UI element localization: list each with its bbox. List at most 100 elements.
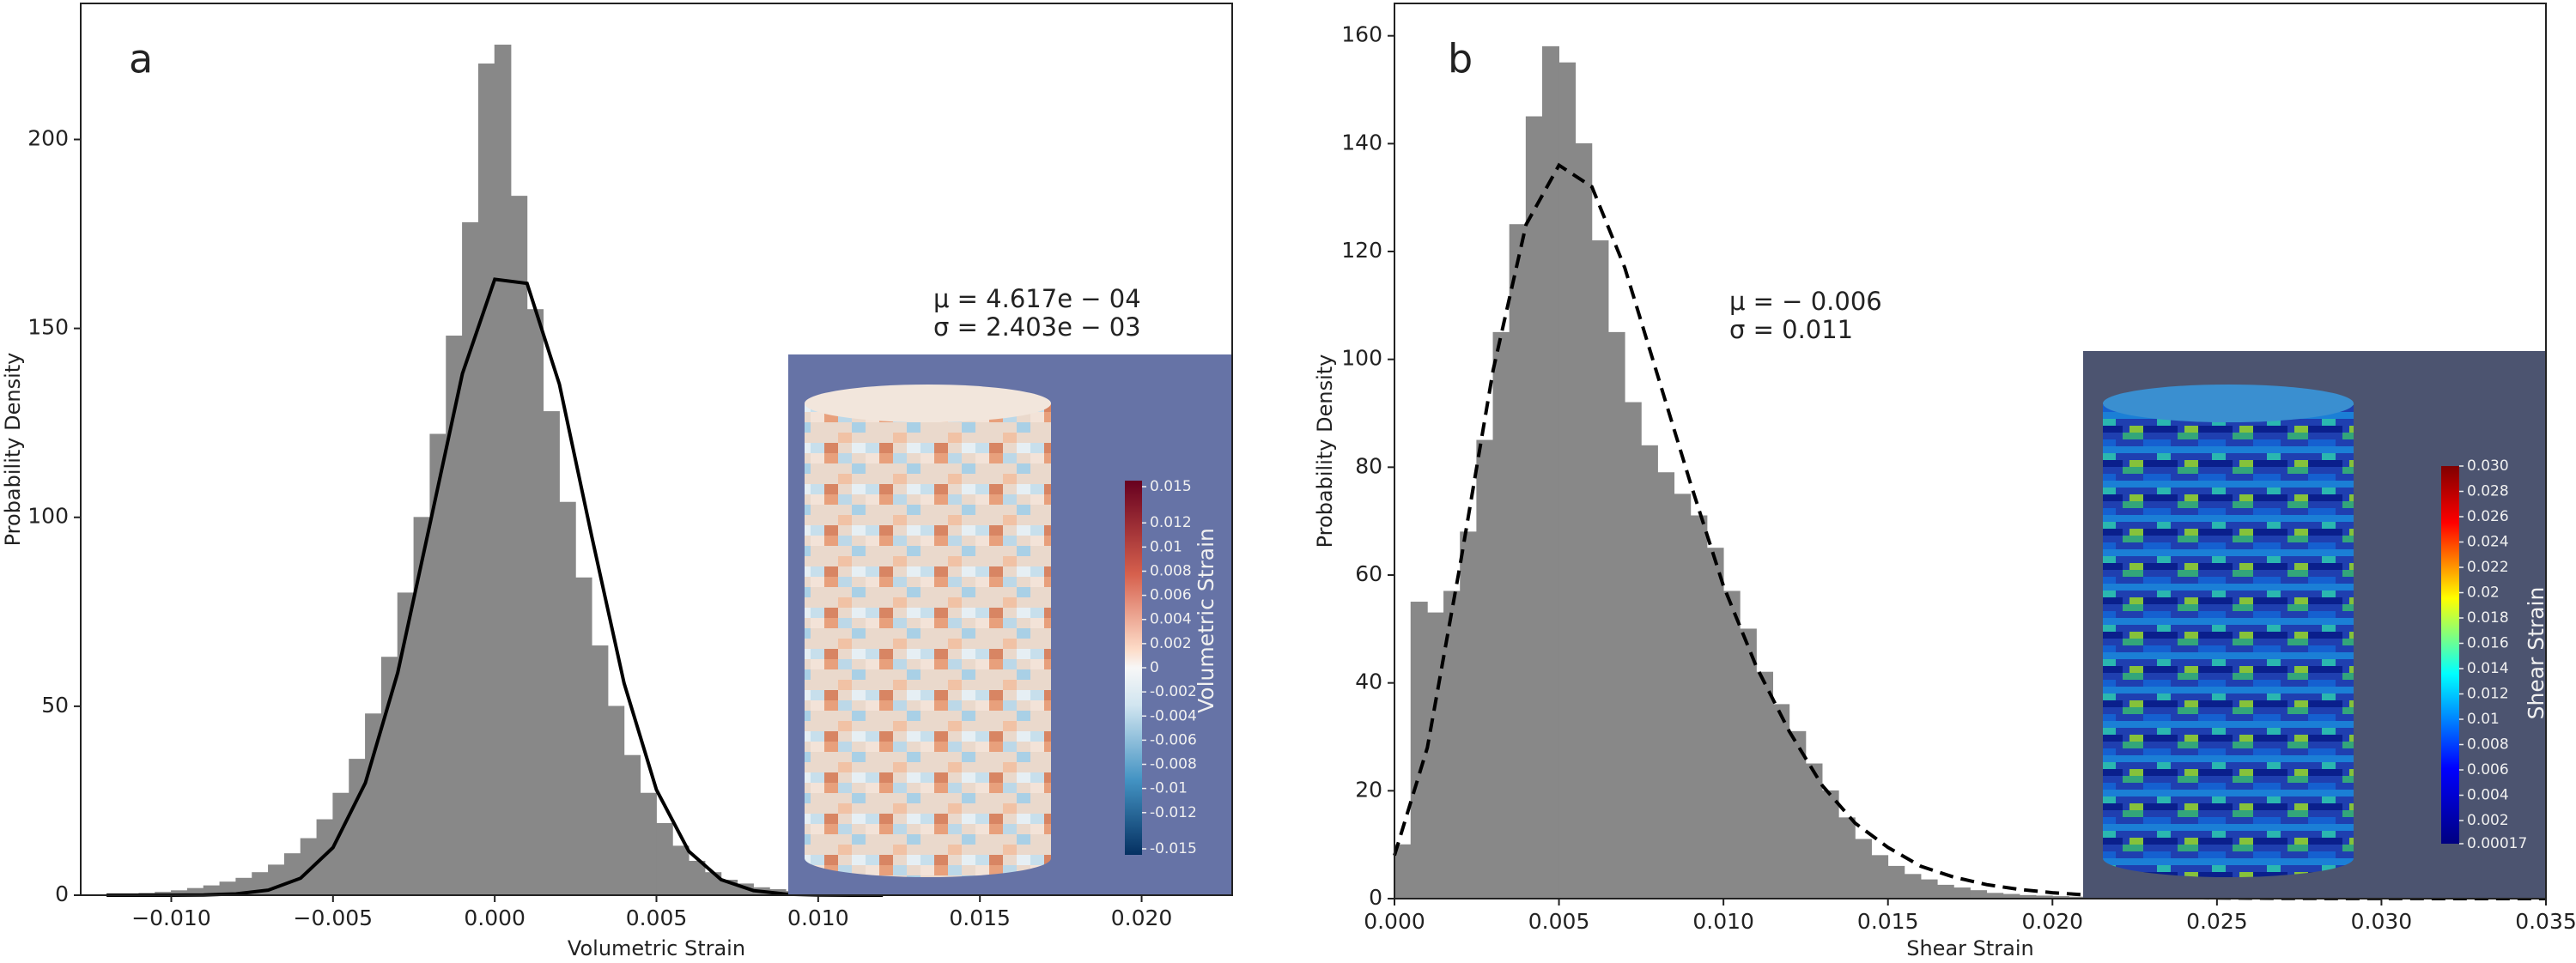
y-tick-label: 150 [27,315,69,340]
panel-label: a [129,36,153,82]
colorbar-tick-label: 0.016 [2467,635,2509,652]
histogram-bar [1838,817,1856,899]
colorbar-tick-label: 0.00017 [2467,835,2527,852]
colorbar-tick-label: 0.004 [1150,611,1192,628]
colorbar-tick-label: 0.014 [2467,660,2509,677]
panel-label: b [1448,36,1473,82]
colorbar-tick-label: -0.01 [1150,780,1188,797]
histogram-bar [1640,445,1658,899]
x-axis-label: Shear Strain [1906,936,2034,960]
histogram-bar [1936,884,1954,899]
histogram-bar [591,645,609,896]
colorbar-tick-label: -0.004 [1150,707,1197,724]
y-tick-label: 160 [1341,22,1382,47]
histogram-bar [1476,439,1494,899]
colorbar-tick-label: -0.006 [1150,731,1197,748]
x-tick-label: 0.035 [2515,909,2576,934]
histogram-bar [1722,591,1741,899]
histogram-bar [380,657,398,896]
colorbar-tick-label: 0.01 [2467,711,2500,728]
y-tick-label: 20 [1355,777,1382,802]
chart-panel: 0.0300.0280.0260.0240.0220.020.0180.0160… [1313,3,2576,960]
colorbar-tick-label: 0.024 [2467,534,2509,551]
colorbar-tick-label: 0.004 [2467,787,2509,804]
colorbar-tick-label: 0.008 [2467,736,2509,754]
x-tick-label: −0.005 [294,905,374,930]
x-axis-label: Volumetric Strain [568,936,745,960]
histogram-bar [1426,612,1444,899]
histogram-bar [1575,142,1593,899]
plot-frame [1394,3,2547,899]
fit-curve [106,277,884,897]
x-tick-label: 0.005 [626,905,688,930]
histogram-bar [671,845,690,896]
histogram-bar [1772,704,1790,899]
cylinder-top [2103,385,2354,422]
histogram-bar [688,860,706,896]
histogram-bar [477,64,495,896]
y-tick-label: 120 [1341,238,1382,263]
histogram-bar [1756,671,1774,899]
histogram-bar [446,336,463,896]
x-tick-label: 0.015 [1857,909,1919,934]
histogram-bar [349,759,366,896]
x-tick-label: 0.020 [1111,905,1173,930]
x-tick-label: 0.000 [464,905,526,930]
x-tick-label: 0.010 [787,905,849,930]
chart-panel: 0.015 0.012 0.01 0.008 0.006 0.004 0.002 0 -0.00… [1,3,1233,960]
y-tick-label: 60 [1355,561,1382,586]
annotation: μ = 4.617e − 04 [933,284,1141,313]
histogram-bar [607,706,625,896]
histogram-bar [1805,763,1823,899]
x-tick-label: 0.000 [1364,909,1425,934]
x-tick-label: 0.020 [2021,909,2083,934]
histogram-bar [1706,548,1724,899]
histogram-bar [1657,472,1675,899]
colorbar-tick-label: 0.006 [1150,587,1192,604]
colorbar-tick-label: -0.002 [1150,683,1197,700]
histogram-bar [623,754,641,896]
colorbar-tick-label: 0.015 [1150,478,1192,495]
y-tick-label: 200 [27,125,69,150]
colorbar-tick-label: 0.02 [2467,584,2500,602]
histogram-bar [1624,402,1642,899]
colorbar-tick-label: 0.018 [2467,609,2509,627]
colorbar-tick-label: 0.01 [1150,538,1182,555]
colorbar-tick-label: -0.012 [1150,804,1197,821]
x-tick-label: 0.015 [949,905,1011,930]
histogram-bar [656,822,673,896]
colorbar-tick-label: 0.002 [1150,635,1192,652]
y-tick-label: 40 [1355,669,1382,694]
histogram-bar [1871,855,1889,899]
colorbar-tick-label: 0.008 [1150,562,1192,579]
histogram-bar [1953,887,1971,899]
histogram-bar [559,501,576,896]
x-tick-label: 0.005 [1528,909,1590,934]
histogram-bar [1674,494,1692,899]
histogram-bar [413,517,431,896]
histogram-bar [1854,839,1872,899]
colorbar-tick-label: 0.006 [2467,761,2509,778]
colorbar-tick-label: -0.015 [1150,840,1197,857]
histogram-bar [1460,531,1478,899]
histogram-bar [494,45,512,896]
histogram-bar [1542,45,1559,899]
colorbar-tick-label: 0.030 [2467,457,2509,475]
y-axis-label: Probability Density [1313,354,1337,548]
x-tick-label: −0.010 [131,905,211,930]
x-tick-label: 0.025 [2186,909,2248,934]
histogram-bar [1904,874,1922,899]
histogram-bar [1591,240,1609,899]
annotation: μ = − 0.006 [1729,287,1882,316]
y-tick-label: 100 [1341,346,1382,371]
histogram-bar [1525,116,1543,899]
histogram-bar [1509,224,1527,899]
y-tick-label: 50 [41,693,69,718]
colorbar-tick-label: 0.026 [2467,508,2509,525]
histogram-bar [283,853,301,896]
annotation: σ = 0.011 [1729,315,1853,344]
histogram-bar [1739,628,1757,899]
histogram-bar [510,196,528,896]
histogram-bar [1920,879,1938,899]
x-tick-label: 0.030 [2351,909,2413,934]
